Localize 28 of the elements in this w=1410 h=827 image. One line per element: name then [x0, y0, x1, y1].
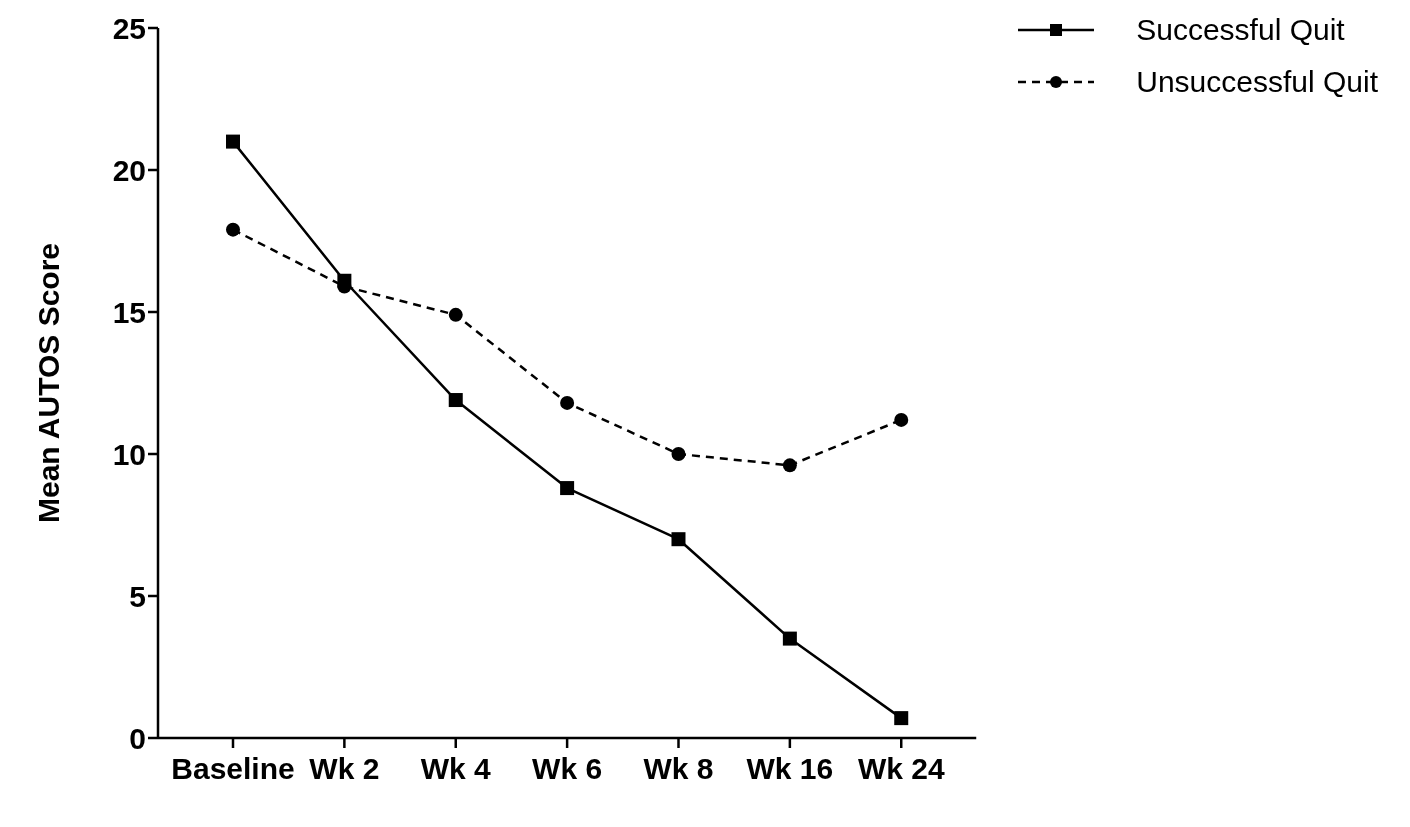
point — [671, 447, 686, 461]
y-tick-label: 5 — [129, 579, 146, 613]
x-tick-label: Wk 4 — [420, 752, 492, 786]
x-tick-label: Wk 16 — [746, 752, 834, 786]
point — [226, 134, 240, 149]
x-tick-label: Wk 24 — [857, 752, 945, 786]
x-tick-label: Wk 8 — [643, 752, 714, 786]
point — [448, 393, 463, 408]
y-tick-label: 10 — [112, 437, 146, 471]
point — [560, 481, 575, 496]
point — [560, 395, 575, 410]
x-tick-label: Wk 2 — [309, 752, 380, 786]
y-tick-label: 25 — [112, 11, 146, 45]
point — [894, 412, 909, 427]
point — [226, 222, 240, 237]
y-axis-title: Mean AUTOS Score — [31, 242, 65, 524]
legend-label: Successful Quit — [1136, 13, 1345, 47]
x-tick-label: Wk 6 — [532, 752, 603, 786]
y-tick-label: 20 — [112, 153, 146, 187]
point — [894, 711, 909, 726]
point — [782, 631, 797, 646]
x-tick-label: Baseline — [171, 752, 295, 786]
y-tick-label: 0 — [129, 721, 146, 755]
y-tick-label: 15 — [112, 295, 146, 329]
point — [671, 532, 686, 547]
point — [448, 307, 463, 322]
point — [782, 458, 797, 473]
legend-label: Unsuccessful Quit — [1136, 65, 1378, 99]
